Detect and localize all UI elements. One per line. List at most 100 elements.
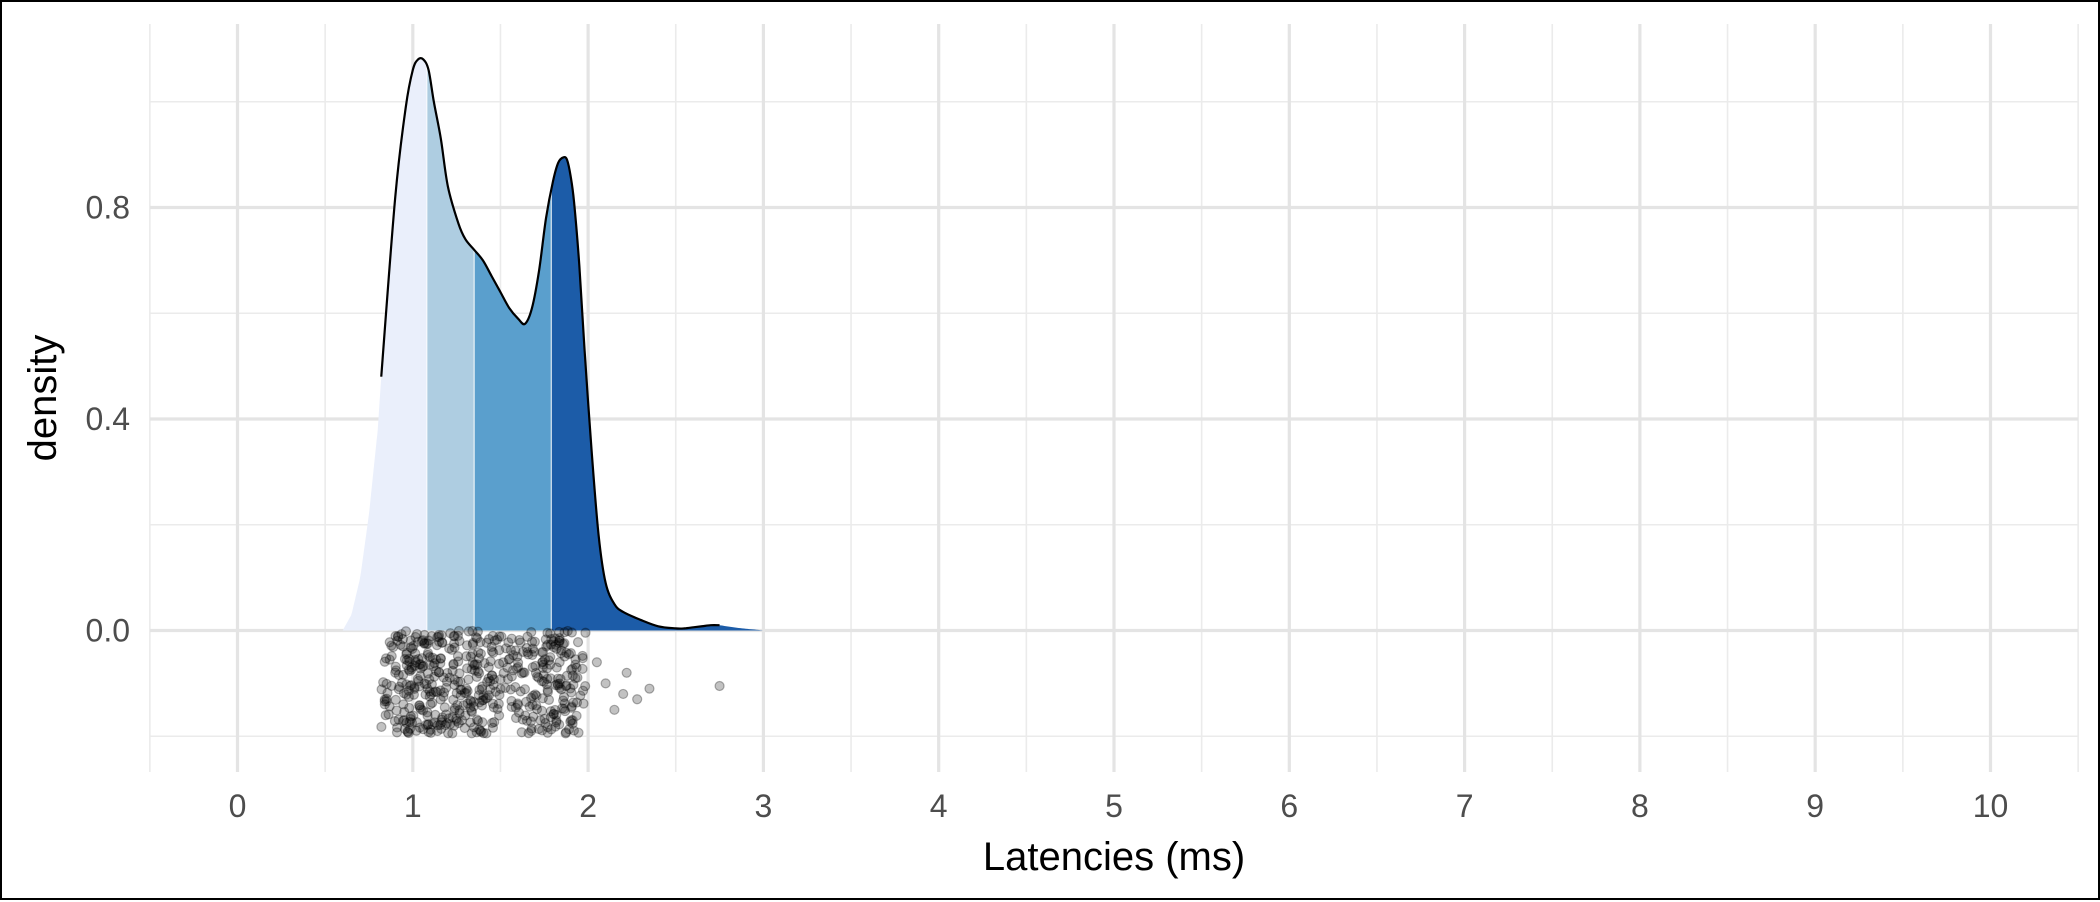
data-point: [425, 727, 436, 738]
data-point: [423, 719, 434, 730]
data-point: [568, 679, 579, 690]
data-point: [555, 648, 567, 659]
data-point: [425, 724, 436, 735]
data-point: [528, 711, 539, 722]
data-point: [381, 678, 392, 689]
data-point: [494, 645, 505, 656]
data-point: [580, 627, 591, 638]
data-point: [420, 719, 432, 730]
data-point: [408, 710, 419, 721]
data-point: [559, 698, 570, 709]
data-point-outlier: [618, 688, 629, 700]
data-point: [408, 689, 419, 700]
data-point: [480, 693, 491, 704]
data-point: [427, 697, 438, 709]
data-point: [573, 727, 584, 738]
data-point: [392, 722, 403, 733]
data-point: [436, 630, 447, 641]
data-point: [452, 630, 464, 641]
data-point: [511, 663, 522, 674]
data-point: [566, 702, 577, 713]
data-point: [518, 667, 529, 678]
data-point: [548, 636, 559, 647]
data-point: [417, 635, 429, 646]
data-point: [498, 657, 509, 668]
data-point: [572, 672, 583, 683]
data-point: [468, 696, 479, 708]
data-point: [422, 638, 433, 649]
data-point: [506, 671, 517, 682]
data-point: [512, 661, 524, 673]
data-point: [394, 681, 405, 692]
data-point: [416, 653, 428, 664]
data-point: [557, 638, 569, 649]
data-point: [415, 670, 426, 681]
data-point: [521, 715, 533, 726]
data-point: [382, 687, 393, 699]
data-point: [525, 716, 536, 727]
data-point: [406, 680, 417, 691]
data-point: [546, 633, 557, 645]
data-point: [435, 653, 446, 664]
data-point: [405, 723, 416, 734]
data-point: [566, 664, 577, 676]
data-point: [445, 628, 456, 639]
data-point: [491, 634, 503, 645]
data-point: [551, 717, 562, 728]
data-point: [543, 694, 555, 705]
data-point: [456, 715, 468, 726]
data-point: [554, 682, 565, 693]
data-point: [414, 681, 425, 692]
data-point: [554, 633, 565, 644]
data-point: [500, 682, 511, 694]
data-point: [542, 684, 553, 696]
data-point: [403, 664, 414, 675]
data-point: [545, 639, 557, 650]
data-point: [572, 637, 584, 648]
data-point: [566, 627, 577, 638]
data-point: [453, 656, 464, 667]
data-point: [465, 651, 476, 662]
data-point: [451, 715, 462, 727]
data-point: [567, 663, 578, 674]
data-point: [462, 698, 473, 709]
data-point: [529, 646, 540, 657]
y-tick-label: 0.8: [86, 190, 130, 226]
data-point: [527, 649, 538, 661]
data-point: [451, 713, 462, 724]
data-point: [433, 667, 445, 678]
data-point: [440, 709, 452, 720]
data-point: [440, 719, 451, 731]
data-point: [431, 665, 442, 676]
data-point: [418, 660, 429, 672]
data-point: [426, 679, 437, 690]
data-point: [542, 627, 553, 638]
data-point: [580, 681, 591, 692]
data-point: [577, 663, 588, 674]
data-point: [390, 667, 401, 678]
data-point: [458, 700, 469, 711]
data-point: [446, 644, 458, 655]
data-point: [506, 695, 517, 707]
data-point: [419, 637, 430, 649]
data-point: [507, 665, 519, 676]
data-point: [436, 637, 448, 648]
data-point: [486, 641, 497, 653]
data-point: [531, 690, 542, 701]
data-point: [430, 686, 441, 697]
data-point: [465, 695, 476, 706]
data-point: [494, 689, 505, 701]
data-point: [437, 712, 448, 723]
data-point: [399, 653, 411, 665]
data-point: [405, 680, 416, 691]
data-point: [417, 661, 428, 672]
data-point: [429, 671, 440, 682]
data-point: [545, 673, 556, 684]
data-point: [492, 703, 503, 715]
data-point: [512, 699, 523, 711]
data-point: [425, 689, 437, 700]
data-point: [475, 648, 486, 659]
data-point: [476, 700, 487, 711]
data-point: [474, 684, 485, 696]
data-point: [414, 722, 425, 733]
